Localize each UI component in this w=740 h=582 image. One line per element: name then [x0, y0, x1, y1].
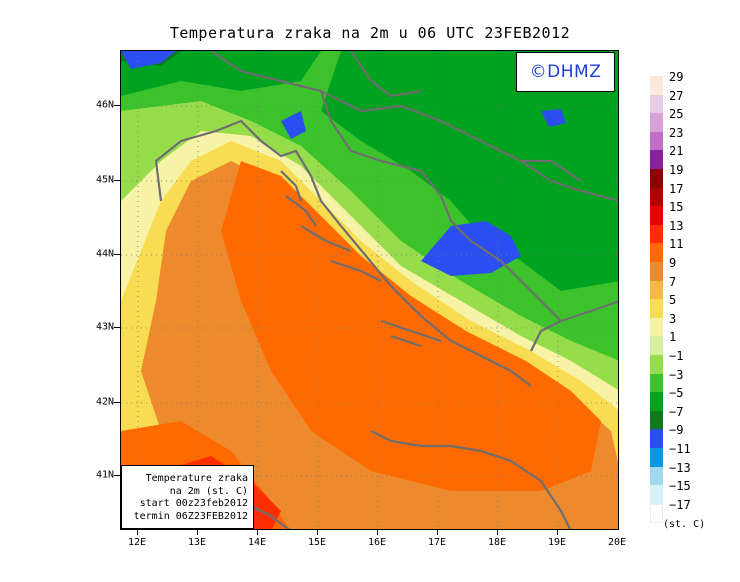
lon-label-19e: 19E	[547, 537, 567, 548]
lon-label-16e: 16E	[367, 537, 387, 548]
lon-tick	[137, 530, 138, 535]
legend-label: 17	[669, 181, 684, 196]
legend-label: 1	[669, 330, 677, 345]
lat-tick	[114, 475, 120, 476]
legend-swatch	[650, 262, 663, 282]
legend-swatch	[650, 206, 663, 226]
legend-swatch	[650, 485, 663, 505]
lat-tick	[114, 105, 120, 106]
info-line-3: start 00z23feb2012	[139, 498, 248, 509]
legend-label: −13	[669, 460, 691, 475]
legend-label: 13	[669, 218, 684, 233]
lon-label-17e: 17E	[427, 537, 447, 548]
lon-tick	[257, 530, 258, 535]
temperature-field	[121, 51, 618, 529]
legend-swatch	[650, 373, 663, 393]
lon-tick	[557, 530, 558, 535]
lat-tick	[114, 327, 120, 328]
logo-text: ©DHMZ	[529, 62, 602, 82]
dhmz-logo: ©DHMZ	[516, 52, 615, 92]
legend-label: −9	[669, 423, 684, 438]
legend-label: 7	[669, 274, 677, 289]
legend-swatch	[650, 280, 663, 300]
legend-swatch	[650, 113, 663, 133]
graticule	[121, 51, 618, 529]
legend-swatch	[650, 131, 663, 151]
lon-label-15e: 15E	[307, 537, 327, 548]
legend-unit: (st. C)	[663, 519, 706, 530]
legend-swatch	[650, 317, 663, 337]
legend-label: 23	[669, 125, 684, 140]
dark-green-north	[121, 51, 321, 96]
cold-patch-north	[281, 111, 306, 139]
legend-label: −3	[669, 367, 684, 382]
legend-label: −5	[669, 386, 684, 401]
lat-label-45n: 45N	[95, 174, 114, 186]
legend-label: 3	[669, 311, 677, 326]
legend-label: 21	[669, 144, 684, 159]
coastlines	[154, 51, 618, 529]
legend-swatch	[650, 466, 663, 486]
cold-patch-bosnia	[421, 221, 521, 276]
lon-tick	[197, 530, 198, 535]
legend-label: 11	[669, 237, 684, 252]
legend-label: −17	[669, 497, 691, 512]
lat-label-43n: 43N	[95, 321, 114, 333]
legend-label: −11	[669, 442, 691, 456]
lat-label-44n: 44N	[95, 248, 114, 260]
legend-swatch	[650, 169, 663, 189]
lat-label-42n: 42N	[95, 396, 114, 408]
temperature-map	[120, 50, 619, 530]
legend-swatch	[650, 224, 663, 244]
legend-swatch	[650, 410, 663, 430]
lon-label-14e: 14E	[247, 537, 267, 548]
legend-swatch	[650, 243, 663, 263]
legend-label: 9	[669, 256, 677, 270]
lon-tick	[437, 530, 438, 535]
cold-patch-corner	[121, 51, 176, 69]
legend-swatch	[650, 392, 663, 412]
lat-label-41n: 41N	[95, 469, 114, 481]
legend-swatch	[650, 299, 663, 319]
lat-tick	[114, 402, 120, 403]
lon-tick	[497, 530, 498, 535]
lon-label-18e: 18E	[487, 537, 507, 548]
legend-label: −15	[669, 479, 691, 494]
legend-swatch	[650, 76, 663, 96]
lon-tick	[317, 530, 318, 535]
legend-label: 29	[669, 70, 684, 84]
legend-label: 19	[669, 163, 684, 177]
legend-label: −1	[669, 349, 684, 363]
legend-label: 5	[669, 293, 677, 308]
map-title: Temperatura zraka na 2m u 06 UTC 23FEB20…	[169, 24, 571, 42]
warm-sea	[221, 161, 601, 491]
legend-label: 15	[669, 200, 684, 215]
legend-swatch	[650, 150, 663, 170]
color-legend	[650, 76, 663, 523]
info-box: Temperature zraka na 2m (st. C) start 00…	[121, 465, 254, 529]
info-line-1: Temperature zraka	[145, 473, 248, 484]
legend-swatch	[650, 503, 663, 523]
lon-label-20e: 20E	[607, 537, 627, 548]
legend-swatch	[650, 355, 663, 375]
info-line-2: na 2m (st. C)	[169, 485, 248, 497]
legend-label: 25	[669, 107, 684, 122]
legend-swatch	[650, 94, 663, 114]
legend-swatch	[650, 187, 663, 207]
lon-label-12e: 12E	[127, 537, 147, 548]
lat-tick	[114, 254, 120, 255]
lat-label-46n: 46N	[95, 99, 114, 111]
lon-tick	[377, 530, 378, 535]
lon-label-13e: 13E	[187, 537, 207, 548]
legend-label: −7	[669, 404, 684, 419]
info-line-4: termin 06Z23FEB2012	[133, 510, 248, 522]
legend-swatch	[650, 448, 663, 468]
legend-label: 27	[669, 88, 684, 103]
legend-swatch	[650, 429, 663, 449]
lat-tick	[114, 180, 120, 181]
legend-swatch	[650, 336, 663, 356]
